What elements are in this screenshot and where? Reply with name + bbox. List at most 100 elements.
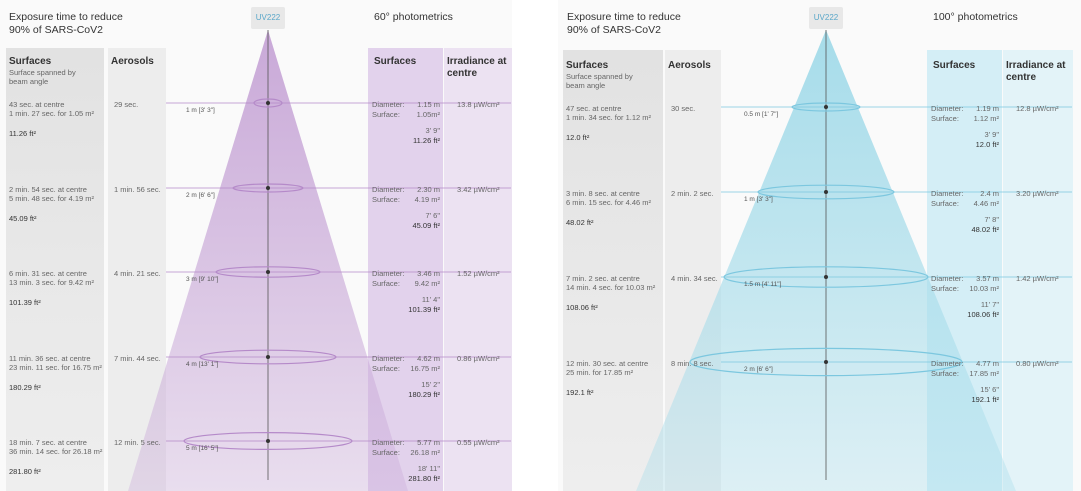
area-ft: 192.1 ft²: [971, 395, 999, 404]
distance-label: 3 m [9' 10"]: [186, 276, 219, 283]
irradiance-value: 0.80 µW/cm²: [1016, 359, 1059, 368]
surface-time: 3 min. 8 sec. at centre 6 min. 15 sec. f…: [566, 189, 652, 207]
beam-point: [266, 439, 270, 443]
surfaces-column-bg: [6, 48, 104, 491]
surface-label: Surface:: [931, 114, 959, 123]
surface-label: Surface:: [372, 364, 400, 373]
surface-label: Surface:: [372, 279, 400, 288]
aerosols-header: Aerosols: [668, 60, 711, 71]
distance-label: 5 m [16' 5"]: [186, 445, 219, 452]
aerosols-time: 29 sec.: [114, 100, 139, 109]
surface-time: 18 min. 7 sec. at centre 36 min. 14 sec.…: [9, 438, 103, 456]
diameter-label: Diameter:: [931, 104, 964, 113]
aerosols-time: 4 min. 34 sec.: [671, 274, 718, 283]
beam-ellipse: [215, 266, 321, 278]
diameter-row: Diameter: 5.77 m: [372, 438, 440, 447]
surfaces-subheader: Surface spanned by beam angle: [566, 72, 633, 90]
surface-value: 4.19 m²: [414, 195, 440, 204]
diameter-row: Diameter: 1.15 m: [372, 100, 440, 109]
diameter-row: Diameter: 1.19 m: [931, 104, 999, 113]
surface-time: 43 sec. at centre 1 min. 27 sec. for 1.0…: [9, 100, 95, 118]
diameter-label: Diameter:: [372, 185, 405, 194]
irradiance-header: Irradiance at centre: [447, 56, 507, 79]
diameter-row: Diameter: 3.46 m: [372, 269, 440, 278]
surface-time: 11 min. 36 sec. at centre 23 min. 11 sec…: [9, 354, 102, 372]
surface-row: Surface: 1.05m²: [372, 110, 440, 119]
diameter-label: Diameter:: [372, 354, 405, 363]
surfaces-header: Surfaces: [566, 60, 609, 71]
aerosols-time: 30 sec.: [671, 104, 696, 113]
beam-diagram: [563, 30, 1073, 491]
area-ft: 101.39 ft²: [408, 305, 440, 314]
aerosols-header: Aerosols: [111, 56, 154, 67]
distance-label: 1 m [3' 3"]: [186, 107, 215, 114]
beam-point: [824, 360, 828, 364]
aerosols-time: 4 min. 21 sec.: [114, 269, 161, 278]
diameter-label: Diameter:: [372, 269, 405, 278]
diameter-value: 2.30 m: [417, 185, 440, 194]
diameter-value: 3.46 m: [417, 269, 440, 278]
surface-value: 4.46 m²: [973, 199, 999, 208]
beam-ellipse: [199, 349, 337, 365]
beam-ellipse: [791, 102, 861, 112]
surfaces-right-header: Surfaces: [933, 60, 976, 71]
surface-label: Surface:: [372, 110, 400, 119]
surface-area-ft: 281.80 ft²: [9, 467, 41, 476]
surface-row: Surface: 16.75 m²: [372, 364, 440, 373]
surface-area-ft: 108.06 ft²: [566, 303, 598, 312]
diameter-row: Diameter: 3.57 m: [931, 274, 999, 283]
surface-row: Surface: 4.19 m²: [372, 195, 440, 204]
span-ft: 3' 9": [984, 130, 999, 139]
irradiance-value: 13.8 µW/cm²: [457, 100, 500, 109]
aerosols-time: 7 min. 44 sec.: [114, 354, 161, 363]
diameter-label: Diameter:: [931, 274, 964, 283]
exposure-heading: Exposure time to reduce 90% of SARS-CoV2: [9, 11, 123, 37]
panel-60-degree: UV222 Exposure time to reduce 90% of SARS…: [0, 0, 512, 491]
beam-ellipse: [757, 184, 895, 200]
surface-row: Surface: 17.85 m²: [931, 369, 999, 378]
surface-value: 1.12 m²: [973, 114, 999, 123]
surface-time: 6 min. 31 sec. at centre 13 min. 3 sec. …: [9, 269, 95, 287]
panel-100-degree: UV222 Exposure time to reduce 90% of SARS…: [558, 0, 1081, 491]
diameter-row: Diameter: 4.62 m: [372, 354, 440, 363]
diameter-value: 2.4 m: [980, 189, 999, 198]
photometrics-title: 100° photometrics: [933, 11, 1018, 23]
beam-ellipse: [183, 432, 353, 451]
uv222-logo: UV222: [809, 7, 843, 29]
span-ft: 7' 6": [425, 211, 440, 220]
surface-value: 16.75 m²: [410, 364, 440, 373]
distance-label: 1 m [3' 3"]: [744, 196, 773, 203]
exposure-heading: Exposure time to reduce 90% of SARS-CoV2: [567, 11, 681, 37]
surface-value: 1.05m²: [416, 110, 440, 119]
span-ft: 11' 4": [421, 295, 440, 304]
diameter-value: 1.19 m: [976, 104, 999, 113]
irradiance-header: Irradiance at centre: [1006, 60, 1066, 83]
area-ft: 48.02 ft²: [971, 225, 999, 234]
aerosols-time: 1 min. 56 sec.: [114, 185, 161, 194]
aerosols-time: 8 min. 8 sec.: [671, 359, 714, 368]
irradiance-value: 0.55 µW/cm²: [457, 438, 500, 447]
span-ft: 11' 7": [980, 300, 999, 309]
surface-row: Surface: 10.03 m²: [931, 284, 999, 293]
span-ft: 15' 2": [421, 380, 440, 389]
span-ft: 3' 9": [425, 126, 440, 135]
surfaces-right-header: Surfaces: [374, 56, 417, 67]
distance-label: 4 m [13' 1"]: [186, 361, 219, 368]
irradiance-value: 0.86 µW/cm²: [457, 354, 500, 363]
irradiance-value: 12.8 µW/cm²: [1016, 104, 1059, 113]
distance-label: 2 m [6' 6"]: [744, 366, 773, 373]
beam-point: [266, 355, 270, 359]
irradiance-column-bg: [444, 48, 512, 491]
surface-area-ft: 11.26 ft²: [9, 129, 36, 138]
diameter-row: Diameter: 4.77 m: [931, 359, 999, 368]
beam-ellipse: [253, 98, 283, 108]
surface-area-ft: 180.29 ft²: [9, 383, 41, 392]
surface-row: Surface: 26.18 m²: [372, 448, 440, 457]
surfaces-column-bg: [563, 50, 663, 491]
diameter-row: Diameter: 2.30 m: [372, 185, 440, 194]
surface-area-ft: 48.02 ft²: [566, 218, 594, 227]
diameter-row: Diameter: 2.4 m: [931, 189, 999, 198]
area-ft: 11.26 ft²: [413, 136, 440, 145]
aerosols-time: 12 min. 5 sec.: [114, 438, 161, 447]
diameter-value: 5.77 m: [417, 438, 440, 447]
